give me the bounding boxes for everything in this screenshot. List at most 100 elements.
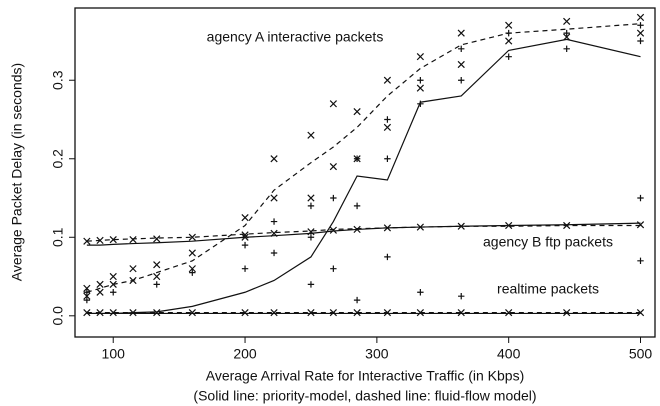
point [505, 21, 513, 29]
point [563, 309, 571, 317]
point [307, 309, 315, 317]
point [417, 100, 424, 107]
point [637, 22, 644, 29]
point [636, 221, 645, 229]
point [153, 235, 161, 243]
x-tick-label: 400 [497, 346, 521, 362]
point [153, 272, 161, 281]
point [96, 309, 104, 317]
point [505, 53, 512, 60]
point [241, 214, 249, 222]
point [153, 309, 161, 317]
point [384, 116, 391, 123]
point [505, 29, 512, 37]
point [109, 280, 117, 289]
y-tick-label: 0.2 [50, 149, 66, 169]
point [329, 226, 337, 234]
point [458, 45, 465, 53]
point [637, 257, 644, 265]
y-tick-label: 0.3 [50, 70, 66, 90]
point [416, 223, 424, 231]
x-tick-label: 200 [233, 346, 257, 362]
line-series [86, 38, 641, 315]
point [383, 123, 392, 131]
point [416, 309, 424, 317]
point [189, 269, 196, 276]
point [417, 289, 424, 296]
point [353, 108, 361, 116]
point [109, 236, 117, 244]
point [241, 309, 249, 317]
point [416, 53, 424, 61]
y-tick-label: 0.1 [50, 227, 66, 247]
point [563, 33, 571, 41]
annotation: realtime packets [497, 281, 599, 297]
point [417, 77, 424, 84]
point [270, 229, 278, 237]
point [129, 265, 137, 273]
point [307, 131, 315, 139]
point [383, 224, 392, 232]
caption: (Solid line: priority-model, dashed line… [193, 388, 536, 404]
point [458, 77, 465, 84]
annotation: agency A interactive packets [207, 29, 384, 45]
point [270, 249, 278, 257]
point [129, 276, 137, 285]
point [83, 292, 91, 300]
point [637, 194, 644, 202]
point [329, 100, 337, 108]
point [457, 222, 465, 230]
line-series [86, 23, 641, 293]
point [353, 309, 361, 317]
point [636, 29, 645, 37]
point [83, 309, 91, 317]
point [636, 309, 645, 317]
point [383, 76, 392, 84]
point [505, 221, 513, 230]
point [188, 249, 196, 257]
point [129, 236, 137, 244]
point [307, 228, 315, 236]
point [457, 60, 465, 69]
x-tick-label: 300 [365, 346, 389, 362]
point [83, 284, 91, 292]
point [563, 29, 570, 37]
point [563, 17, 571, 25]
point [416, 84, 424, 92]
point [353, 202, 361, 210]
point [636, 13, 645, 22]
point [96, 288, 104, 296]
point [270, 194, 278, 202]
point [458, 292, 465, 300]
point [188, 265, 196, 273]
point [241, 231, 249, 239]
point [241, 265, 249, 272]
point [270, 218, 278, 225]
point [330, 194, 337, 202]
point [129, 309, 137, 317]
point [241, 233, 249, 241]
point [383, 309, 392, 317]
point [330, 265, 337, 272]
point [307, 202, 315, 210]
point [109, 272, 117, 281]
point [83, 289, 91, 296]
plot-frame [74, 7, 656, 338]
point [83, 296, 91, 304]
line-series [86, 224, 641, 242]
point [241, 241, 249, 249]
point [353, 225, 361, 234]
point [307, 194, 315, 202]
annotation: agency B ftp packets [483, 234, 613, 250]
point [188, 309, 196, 317]
point [96, 236, 104, 245]
point [270, 309, 278, 317]
point [505, 37, 513, 45]
point [637, 37, 644, 45]
point [83, 237, 91, 245]
point [505, 309, 513, 317]
y-tick-label: 0.0 [50, 306, 66, 326]
point [353, 296, 361, 304]
point [153, 261, 161, 269]
